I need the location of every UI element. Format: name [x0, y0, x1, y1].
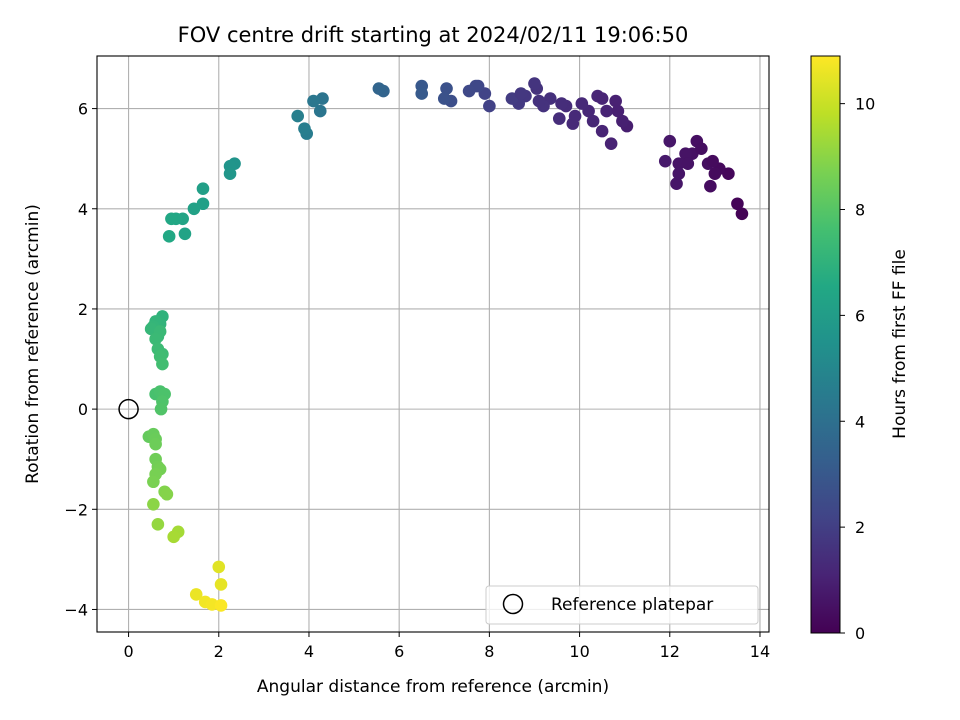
- data-point: [735, 207, 749, 221]
- data-point: [595, 124, 609, 138]
- data-point: [566, 117, 580, 130]
- data-point: [681, 157, 695, 170]
- data-point: [214, 578, 228, 591]
- legend-marker: [502, 593, 524, 615]
- data-point: [679, 147, 692, 160]
- x-tick-label: 8: [484, 642, 494, 661]
- x-tick-label: 12: [660, 642, 680, 661]
- y-axis-label: Rotation from reference (arcmin): [23, 204, 43, 484]
- x-tick-label: 14: [750, 642, 770, 661]
- data-point: [616, 114, 629, 128]
- chart-title: FOV centre drift starting at 2024/02/11 …: [178, 23, 689, 47]
- data-point: [154, 402, 168, 416]
- data-point: [731, 197, 744, 211]
- legend-box: [485, 585, 759, 625]
- data-point: [704, 179, 717, 193]
- colorbar-tick-label: 6: [855, 306, 865, 325]
- data-point: [658, 154, 672, 168]
- data-point: [147, 475, 160, 489]
- colorbar-tick-label: 10: [855, 95, 875, 114]
- data-point: [151, 518, 165, 531]
- y-tick-label: 0: [78, 400, 88, 419]
- data-point: [415, 87, 429, 100]
- data-point: [149, 437, 162, 451]
- data-point: [156, 357, 169, 371]
- data-point: [595, 92, 609, 105]
- y-tick-label: 6: [78, 100, 88, 119]
- x-tick-label: 4: [304, 642, 314, 661]
- data-point: [706, 154, 719, 168]
- colorbar-tick-label: 4: [855, 412, 865, 431]
- y-tick-label: −4: [64, 600, 88, 619]
- data-point: [162, 230, 176, 243]
- data-point: [437, 92, 451, 105]
- data-point: [663, 134, 677, 148]
- data-point: [611, 104, 625, 118]
- data-point: [532, 94, 546, 108]
- data-point: [298, 122, 311, 135]
- y-axis-ticks: −4 −2 0 2 4 6: [64, 100, 97, 619]
- data-point: [178, 227, 192, 241]
- data-point: [528, 77, 541, 90]
- data-point: [708, 167, 722, 181]
- colorbar-tick-label: 2: [855, 518, 865, 537]
- data-point: [189, 588, 203, 601]
- x-tick-label: 2: [214, 642, 224, 661]
- y-tick-label: −2: [64, 500, 88, 519]
- legend: Reference platepar: [485, 585, 759, 625]
- data-point: [555, 97, 568, 110]
- data-point: [600, 104, 613, 118]
- data-point: [223, 167, 237, 181]
- reference-platepar-marker: [118, 398, 139, 420]
- data-point: [552, 112, 566, 125]
- data-point: [291, 109, 304, 123]
- data-point: [187, 202, 201, 216]
- grid: [97, 56, 769, 632]
- data-point: [212, 560, 226, 574]
- colorbar-tick-label: 8: [855, 201, 865, 220]
- data-point: [462, 84, 476, 98]
- data-point: [167, 530, 180, 544]
- data-point: [307, 94, 320, 108]
- data-point: [147, 497, 160, 511]
- data-point: [672, 167, 686, 181]
- x-tick-label: 0: [123, 642, 133, 661]
- colorbar-tick-label: 0: [855, 624, 865, 643]
- data-point: [165, 212, 178, 226]
- data-point: [440, 82, 453, 95]
- colorbar-ticks: 0 2 4 6 8 10: [840, 95, 875, 643]
- data-point: [604, 137, 618, 150]
- colorbar: [810, 55, 841, 634]
- y-tick-label: 4: [78, 200, 88, 219]
- data-point: [483, 99, 496, 113]
- colorbar-label: Hours from first FF file: [890, 249, 910, 439]
- data-point: [514, 87, 528, 100]
- x-tick-label: 6: [394, 642, 404, 661]
- data-point: [372, 82, 386, 95]
- data-point: [575, 97, 589, 110]
- data-point: [586, 114, 600, 128]
- data-point: [695, 142, 708, 155]
- legend-entry-reference-platepar: Reference platepar: [551, 595, 713, 615]
- data-point: [149, 332, 162, 346]
- data-point: [609, 94, 622, 108]
- plot-frame: [96, 55, 770, 633]
- data-point: [670, 177, 683, 191]
- data-point: [196, 182, 210, 196]
- data-points: [142, 77, 749, 612]
- x-axis-label: Angular distance from reference (arcmin): [257, 677, 609, 697]
- x-tick-label: 10: [569, 642, 589, 661]
- data-point: [160, 487, 174, 501]
- data-point: [672, 157, 686, 170]
- data-point: [313, 104, 327, 118]
- x-axis-ticks: 0 2 4 6 8 10 12 14: [123, 632, 770, 661]
- y-tick-label: 2: [78, 300, 88, 319]
- data-point: [214, 599, 228, 612]
